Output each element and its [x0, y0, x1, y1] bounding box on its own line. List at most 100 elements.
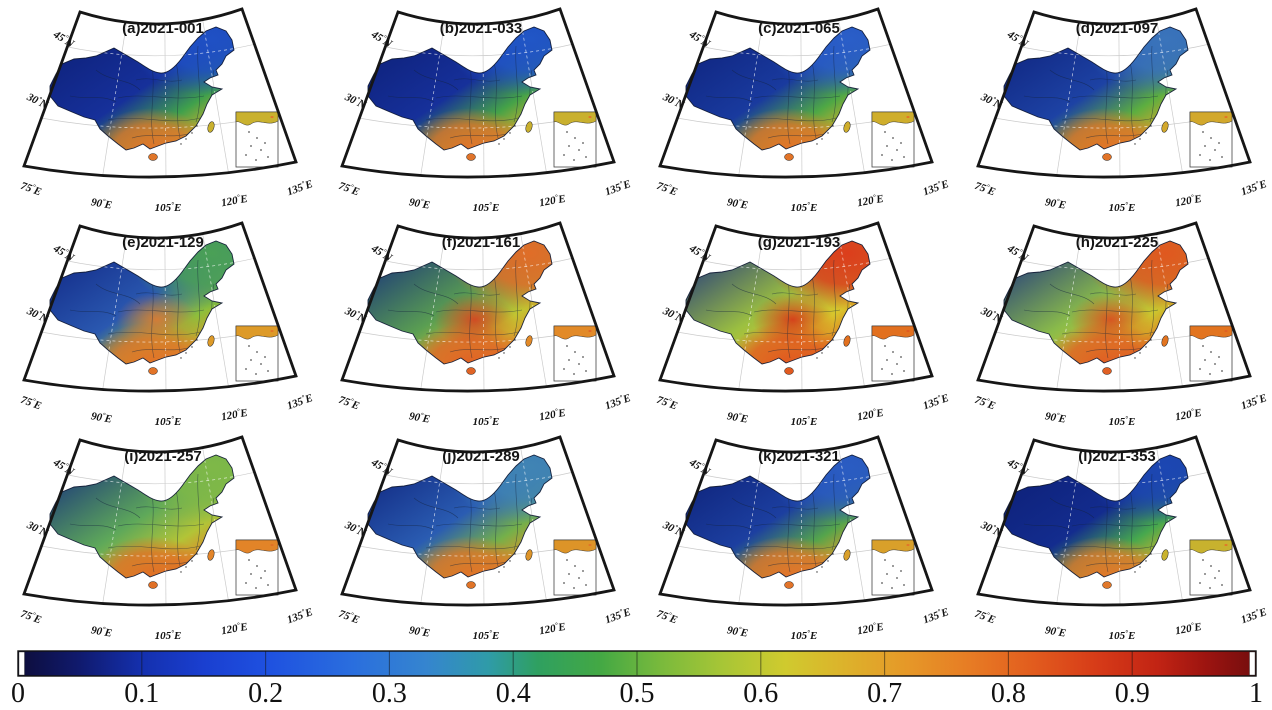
lon-tick-label: 105°E: [155, 415, 182, 428]
province-borders: [1023, 45, 1169, 145]
island-dot: [256, 137, 258, 139]
island-dot: [573, 587, 575, 589]
coastal-island-dot: [821, 352, 823, 354]
lon-tick-label: 120°E: [856, 620, 885, 637]
island-dot: [255, 159, 257, 161]
province-borders: [705, 473, 851, 573]
taiwan-island: [207, 121, 215, 133]
island-dot: [1218, 356, 1220, 358]
coastal-island-dot: [180, 143, 182, 145]
coastal-island-dot: [191, 346, 193, 348]
south-china-sea-inset: [871, 325, 915, 382]
coastal-island-dot: [816, 571, 818, 573]
inset-island: [1224, 116, 1228, 118]
inset-island: [906, 544, 910, 546]
inset-coast: [871, 539, 915, 554]
map-frame: [658, 7, 934, 179]
lat-tick-label: 30°N: [24, 90, 51, 112]
island-dot: [573, 373, 575, 375]
inset-coast: [871, 111, 915, 126]
island-dot: [892, 137, 894, 139]
taiwan-island: [843, 549, 851, 561]
island-dot: [574, 137, 576, 139]
lon-tick-label: 105°E: [1109, 629, 1136, 642]
coastal-island-dot: [1150, 125, 1152, 127]
map-panel-i: (i)2021-257 45°N30°N75°E90°E 105°E 120°E13…: [19, 435, 315, 642]
coastal-island-dot: [827, 560, 829, 562]
map-frame: [22, 221, 298, 393]
map-frame: [340, 435, 616, 607]
island-dot: [1210, 565, 1212, 567]
lon-tick-label: 120°E: [220, 406, 249, 423]
map-panel-h: (h)2021-225 45°N30°N75°E90°E 105°E 120°E13…: [973, 221, 1269, 428]
inset-coast: [1189, 539, 1233, 554]
island-dot: [1209, 587, 1211, 589]
china-map-raster: [686, 27, 870, 150]
china-outline: [367, 454, 553, 579]
coastal-island-dot: [196, 125, 198, 127]
south-china-sea-inset: [871, 111, 915, 168]
coastal-island-dot: [191, 132, 193, 134]
lon-tick-label: 135°E: [921, 605, 950, 626]
colorbar-tick-label: 0.2: [248, 678, 283, 709]
coastal-island-dot: [1139, 566, 1141, 568]
colorbar-left-cap: [18, 651, 25, 676]
island-dot: [1210, 351, 1212, 353]
coastal-island-dot: [503, 352, 505, 354]
island-dot: [891, 587, 893, 589]
island-dot: [1221, 584, 1223, 586]
coastal-island-dot: [832, 125, 834, 127]
island-dot: [1199, 368, 1201, 370]
lon-tick-label: 90°E: [1044, 409, 1067, 425]
lon-tick-label: 120°E: [856, 192, 885, 209]
coastal-island-dot: [1139, 138, 1141, 140]
south-china-sea-inset: [553, 325, 597, 382]
island-dot: [1214, 363, 1216, 365]
island-dot: [574, 565, 576, 567]
island-dot: [245, 154, 247, 156]
south-china-sea-inset: [553, 539, 597, 596]
island-dot: [1210, 137, 1212, 139]
coastal-island-dot: [185, 566, 187, 568]
map-panel-k: (k)2021-321 45°N30°N75°E90°E 105°E 120°E13…: [655, 435, 951, 642]
lon-tick-label: 120°E: [1174, 620, 1203, 637]
map-panel-b: (b)2021-033 45°N30°N75°E90°E 105°E 120°E13…: [337, 7, 633, 214]
island-dot: [256, 565, 258, 567]
panel-title: (j)2021-289: [442, 448, 520, 465]
island-dot: [896, 363, 898, 365]
island-dot: [585, 156, 587, 158]
island-dot: [267, 370, 269, 372]
china-outline: [685, 454, 871, 579]
lat-tick-label: 30°N: [660, 90, 687, 112]
south-china-sea-inset: [1189, 325, 1233, 382]
map-frame: [658, 435, 934, 607]
lat-tick-label: 30°N: [24, 518, 51, 540]
lon-tick-label: 105°E: [473, 629, 500, 642]
lon-tick-label: 105°E: [791, 415, 818, 428]
coastal-island-dot: [185, 138, 187, 140]
island-dot: [563, 582, 565, 584]
coastal-island-dot: [509, 560, 511, 562]
province-borders: [1023, 473, 1169, 573]
lon-tick-label: 105°E: [1109, 201, 1136, 214]
lon-tick-label: 135°E: [603, 605, 632, 626]
lon-tick-label: 90°E: [726, 409, 749, 425]
taiwan-island: [525, 549, 533, 561]
hainan-island: [784, 153, 794, 161]
coastal-island-dot: [827, 346, 829, 348]
panel-title: (g)2021-193: [758, 234, 841, 251]
panel-title: (k)2021-321: [758, 448, 840, 465]
lon-tick-label: 90°E: [726, 195, 749, 211]
colorbar-tick-label: 0.5: [620, 678, 655, 709]
hainan-island: [148, 581, 158, 589]
china-map-raster: [1004, 455, 1188, 578]
coastal-island-dot: [514, 553, 516, 555]
island-dot: [903, 584, 905, 586]
island-dot: [900, 570, 902, 572]
colorbar-tick-label: 0.7: [867, 678, 902, 709]
map-panel-j: (j)2021-289 45°N30°N75°E90°E 105°E 120°E13…: [337, 435, 633, 642]
map-frame: [22, 435, 298, 607]
island-dot: [582, 142, 584, 144]
lat-tick-label: 30°N: [978, 90, 1005, 112]
china-map-raster: [50, 241, 234, 364]
